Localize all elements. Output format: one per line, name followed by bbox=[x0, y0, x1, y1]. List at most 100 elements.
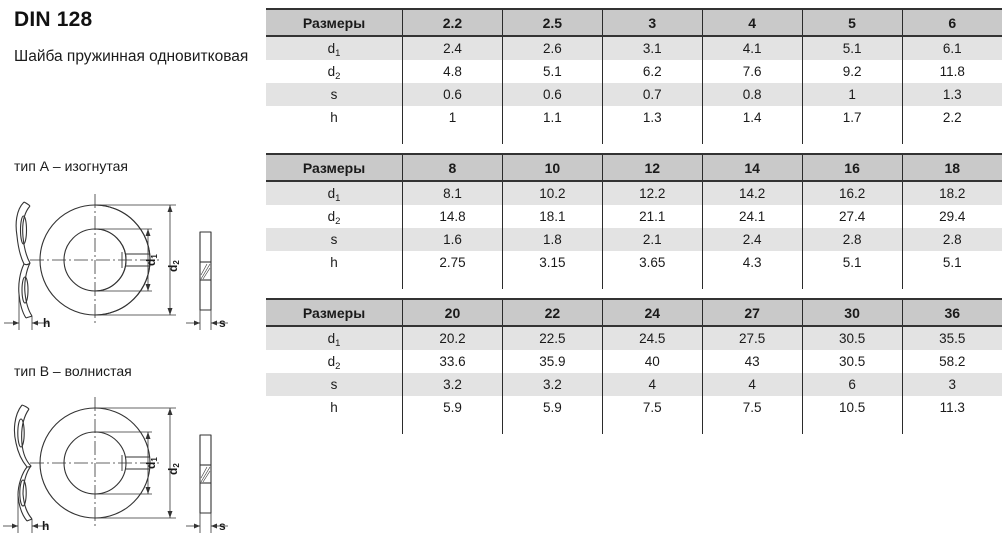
table-cell: 3.2 bbox=[501, 373, 603, 396]
table-cell: 6 bbox=[801, 373, 903, 396]
table-row: s 1.6 1.8 2.1 2.4 2.8 2.8 bbox=[266, 228, 1002, 251]
table-cell: 6.1 bbox=[901, 36, 1002, 60]
type-b-d1-d2-dimensions bbox=[95, 407, 176, 519]
table-row: h 1 1.1 1.3 1.4 1.7 2.2 bbox=[266, 106, 1002, 129]
row-label: s bbox=[266, 83, 403, 106]
table-cell: 30.5 bbox=[801, 326, 903, 350]
rule-tail-cell bbox=[402, 274, 503, 289]
table-cell: 24.1 bbox=[701, 205, 803, 228]
table-cell: 11.8 bbox=[901, 60, 1002, 83]
size-header: 5 bbox=[801, 8, 903, 37]
row-label: d2 bbox=[266, 60, 403, 83]
table-row: d2 33.6 35.9 40 43 30.5 58.2 bbox=[266, 350, 1002, 373]
table-cell: 1.1 bbox=[501, 106, 603, 129]
table-row: d2 4.8 5.1 6.2 7.6 9.2 11.8 bbox=[266, 60, 1002, 83]
size-header: 18 bbox=[901, 153, 1002, 182]
table-cell: 0.7 bbox=[601, 83, 703, 106]
figure-type-a: h s d1 d2 bbox=[0, 180, 264, 345]
table-cell: 30.5 bbox=[801, 350, 903, 373]
table-cell: 5.1 bbox=[801, 251, 903, 274]
table-cell: 14.2 bbox=[701, 181, 803, 205]
table-cell: 5.9 bbox=[501, 396, 603, 419]
dimensions-table-1: Размеры 2.2 2.5 3 4 5 6 d1 2.4 2.6 3.1 4.1 5.1 6.1 d2 4… bbox=[266, 8, 1002, 144]
row-label: d1 bbox=[266, 326, 403, 350]
type-a-drawing: h s d1 d2 bbox=[4, 194, 228, 330]
table-row: s 0.6 0.6 0.7 0.8 1 1.3 bbox=[266, 83, 1002, 106]
table-cell: 18.2 bbox=[901, 181, 1002, 205]
table-cell: 21.1 bbox=[601, 205, 703, 228]
figure-label-type-a: тип А – изогнутая bbox=[14, 158, 128, 174]
table-cell: 1.3 bbox=[901, 83, 1002, 106]
rule-tail-cell bbox=[601, 274, 703, 289]
rule-tail-cell bbox=[901, 129, 1002, 144]
table-cell: 20.2 bbox=[402, 326, 503, 350]
rule-tail-cell bbox=[501, 274, 603, 289]
row-label: h bbox=[266, 396, 403, 419]
table-cell: 33.6 bbox=[402, 350, 503, 373]
table-rule-tail bbox=[266, 274, 1002, 289]
table-header-row: Размеры 20 22 24 27 30 36 bbox=[266, 298, 1002, 327]
table-cell: 0.6 bbox=[501, 83, 603, 106]
size-header: 12 bbox=[601, 153, 703, 182]
table-cell: 18.1 bbox=[501, 205, 603, 228]
table-cell: 3 bbox=[901, 373, 1002, 396]
table-cell: 3.2 bbox=[402, 373, 503, 396]
table-cell: 1.8 bbox=[501, 228, 603, 251]
table-3: Размеры 20 22 24 27 30 36 d1 20.2 22.5 24.5 27.5 30.… bbox=[266, 298, 1002, 434]
type-b-h-label: h bbox=[42, 519, 49, 533]
table-cell: 2.2 bbox=[901, 106, 1002, 129]
type-b-d2-label: d2 bbox=[166, 463, 181, 475]
type-a-h-label: h bbox=[43, 316, 50, 330]
rule-tail-cell bbox=[501, 129, 603, 144]
rule-tail-cell bbox=[801, 129, 903, 144]
table-cell: 6.2 bbox=[601, 60, 703, 83]
table-cell: 2.75 bbox=[402, 251, 503, 274]
table-rule-tail bbox=[266, 419, 1002, 434]
table-cell: 2.1 bbox=[601, 228, 703, 251]
table-cell: 4 bbox=[701, 373, 803, 396]
table-cell: 2.6 bbox=[501, 36, 603, 60]
type-b-edge-view bbox=[199, 434, 212, 514]
table-cell: 3.1 bbox=[601, 36, 703, 60]
table-cell: 12.2 bbox=[601, 181, 703, 205]
table-header-row: Размеры 2.2 2.5 3 4 5 6 bbox=[266, 8, 1002, 37]
table-cell: 2.4 bbox=[701, 228, 803, 251]
rule-tail-cell bbox=[901, 419, 1002, 434]
table-cell: 35.9 bbox=[501, 350, 603, 373]
table-row: s 3.2 3.2 4 4 6 3 bbox=[266, 373, 1002, 396]
table-cell: 1 bbox=[801, 83, 903, 106]
table-cell: 7.6 bbox=[701, 60, 803, 83]
table-cell: 5.9 bbox=[402, 396, 503, 419]
type-b-side-view bbox=[13, 404, 33, 522]
table-cell: 11.3 bbox=[901, 396, 1002, 419]
row-label: s bbox=[266, 228, 403, 251]
dimensions-table-2: Размеры 8 10 12 14 16 18 d1 8.1 10.2 12.2 14.2 16.2 1… bbox=[266, 153, 1002, 289]
table-cell: 0.6 bbox=[402, 83, 503, 106]
table-cell: 10.2 bbox=[501, 181, 603, 205]
table-header-row: Размеры 8 10 12 14 16 18 bbox=[266, 153, 1002, 182]
type-a-s-dimension bbox=[186, 310, 228, 330]
table-row: d1 2.4 2.6 3.1 4.1 5.1 6.1 bbox=[266, 36, 1002, 60]
rule-tail-cell bbox=[801, 274, 903, 289]
table-cell: 4.1 bbox=[701, 36, 803, 60]
table-cell: 4.3 bbox=[701, 251, 803, 274]
table-cell: 22.5 bbox=[501, 326, 603, 350]
table-cell: 7.5 bbox=[701, 396, 803, 419]
type-a-d1-d2-dimensions bbox=[95, 204, 176, 316]
size-header: 2.5 bbox=[501, 8, 603, 37]
size-header: 36 bbox=[901, 298, 1002, 327]
table-row: d1 20.2 22.5 24.5 27.5 30.5 35.5 bbox=[266, 326, 1002, 350]
type-a-d1-label: d1 bbox=[144, 254, 159, 266]
row-label: d2 bbox=[266, 350, 403, 373]
size-header: 14 bbox=[701, 153, 803, 182]
table-cell: 2.4 bbox=[402, 36, 503, 60]
table-cell: 1 bbox=[402, 106, 503, 129]
size-header: 24 bbox=[601, 298, 703, 327]
table-row: h 2.75 3.15 3.65 4.3 5.1 5.1 bbox=[266, 251, 1002, 274]
table-cell: 8.1 bbox=[402, 181, 503, 205]
type-a-edge-view bbox=[199, 231, 212, 311]
rule-tail-cell bbox=[701, 129, 803, 144]
type-b-centerlines bbox=[30, 397, 162, 529]
size-header: 2.2 bbox=[402, 8, 503, 37]
type-a-d2-label: d2 bbox=[166, 260, 181, 272]
